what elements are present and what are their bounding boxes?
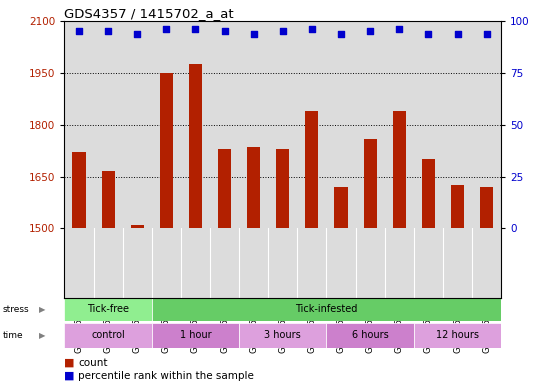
Bar bbox=[422, 159, 435, 228]
Bar bbox=[64, 298, 152, 321]
Bar bbox=[130, 225, 144, 228]
Text: 3 hours: 3 hours bbox=[264, 330, 301, 340]
Bar bbox=[414, 323, 501, 348]
Bar bbox=[480, 187, 493, 228]
Bar bbox=[152, 298, 501, 321]
Bar bbox=[239, 323, 326, 348]
Text: ▶: ▶ bbox=[39, 305, 45, 314]
Point bbox=[249, 30, 258, 36]
Text: control: control bbox=[91, 330, 125, 340]
Bar bbox=[218, 149, 231, 228]
Point bbox=[307, 26, 316, 33]
Text: 12 hours: 12 hours bbox=[436, 330, 479, 340]
Text: 1 hour: 1 hour bbox=[180, 330, 211, 340]
Point bbox=[133, 30, 142, 36]
Bar bbox=[305, 111, 319, 228]
Bar bbox=[276, 149, 290, 228]
Text: ▶: ▶ bbox=[39, 331, 45, 339]
Text: 6 hours: 6 hours bbox=[352, 330, 389, 340]
Bar bbox=[160, 73, 173, 228]
Point bbox=[74, 28, 83, 35]
Bar bbox=[72, 152, 86, 228]
Point bbox=[453, 30, 462, 36]
Bar bbox=[189, 65, 202, 228]
Text: percentile rank within the sample: percentile rank within the sample bbox=[78, 371, 254, 381]
Text: GDS4357 / 1415702_a_at: GDS4357 / 1415702_a_at bbox=[64, 7, 234, 20]
Point bbox=[424, 30, 433, 36]
Bar bbox=[334, 187, 348, 228]
Point bbox=[482, 30, 491, 36]
Bar bbox=[451, 185, 464, 228]
Point bbox=[337, 30, 346, 36]
Point bbox=[395, 26, 404, 33]
Text: count: count bbox=[78, 358, 108, 368]
Point bbox=[278, 28, 287, 35]
Text: ■: ■ bbox=[64, 358, 75, 368]
Text: time: time bbox=[3, 331, 24, 339]
Point bbox=[220, 28, 229, 35]
Bar bbox=[101, 172, 115, 228]
Bar bbox=[152, 323, 239, 348]
Bar bbox=[393, 111, 406, 228]
Text: Tick-infested: Tick-infested bbox=[295, 304, 358, 314]
Point bbox=[104, 28, 113, 35]
Point bbox=[366, 28, 375, 35]
Text: stress: stress bbox=[3, 305, 30, 314]
Text: ■: ■ bbox=[64, 371, 75, 381]
Point bbox=[191, 26, 200, 33]
Text: Tick-free: Tick-free bbox=[87, 304, 129, 314]
Bar bbox=[326, 323, 414, 348]
Point bbox=[162, 26, 171, 33]
Bar bbox=[247, 147, 260, 228]
Bar bbox=[363, 139, 377, 228]
Bar bbox=[64, 323, 152, 348]
